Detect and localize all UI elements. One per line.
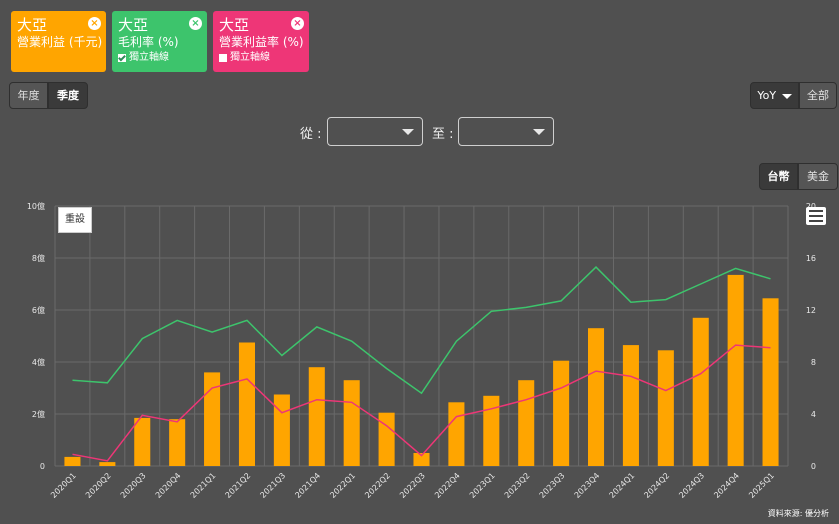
right-tick-label: 20 — [806, 202, 816, 211]
bar[interactable] — [134, 417, 151, 466]
left-axis: 0 2億 4億 6億 8億 10億 — [27, 201, 45, 471]
series-line[interactable] — [72, 266, 771, 395]
caret-down-icon — [402, 129, 414, 135]
right-tick-label: 12 — [806, 306, 816, 315]
card-metric: 毛利率 (%) — [118, 35, 179, 49]
card-metric: 營業利益 (千元) — [17, 35, 103, 49]
currency-twd[interactable]: 台幣 — [759, 163, 798, 190]
yoy-dropdown-label: YoY — [757, 89, 777, 102]
x-tick-label: 2021Q4 — [293, 471, 322, 500]
currency-usd[interactable]: 美金 — [798, 163, 838, 190]
from-select[interactable] — [327, 117, 423, 146]
x-axis: 2020Q1 2020Q2 2020Q3 2020Q4 2021Q1 2021Q2 2021… — [49, 471, 776, 500]
caret-down-icon — [533, 129, 545, 135]
metric-card-operating-margin[interactable]: 大亞 營業利益率 (%) 獨立軸線 × — [213, 11, 309, 72]
checkbox-label: 獨立軸線 — [230, 52, 270, 63]
metric-card-operating-income[interactable]: 大亞 營業利益 (千元) × — [11, 11, 106, 72]
x-tick-label: 2020Q3 — [119, 471, 148, 500]
bar[interactable] — [518, 380, 535, 466]
to-label: 至 : — [432, 127, 454, 142]
x-tick-label: 2024Q3 — [677, 471, 706, 500]
left-tick-label: 10億 — [27, 201, 45, 211]
right-axis: 0 4 8 12 16 20 — [806, 202, 816, 471]
series-line[interactable] — [72, 344, 771, 462]
to-select[interactable] — [458, 117, 554, 146]
x-tick-label: 2022Q4 — [433, 471, 462, 500]
bar[interactable] — [448, 402, 465, 466]
close-icon[interactable]: × — [189, 17, 202, 30]
right-tick-label: 8 — [811, 358, 816, 367]
left-tick-label: 6億 — [32, 305, 45, 315]
bar[interactable] — [238, 342, 256, 467]
reset-button[interactable]: 重設 — [58, 207, 92, 233]
x-tick-label: 2025Q1 — [747, 471, 776, 500]
reset-label: 重設 — [65, 214, 85, 225]
bar[interactable] — [378, 412, 395, 466]
bar[interactable] — [483, 395, 500, 466]
x-tick-label: 2022Q1 — [328, 471, 357, 500]
x-tick-label: 2020Q4 — [154, 471, 183, 500]
bar[interactable] — [64, 456, 81, 466]
checkbox-icon[interactable] — [118, 54, 126, 62]
right-tick-label: 4 — [811, 410, 816, 419]
bar[interactable] — [692, 317, 709, 466]
card-company: 大亞 — [17, 16, 48, 34]
bar[interactable] — [99, 462, 116, 466]
x-tick-label: 2021Q1 — [189, 471, 218, 500]
x-tick-label: 2022Q3 — [398, 471, 427, 500]
x-tick-label: 2023Q4 — [573, 471, 602, 500]
x-tick-label: 2020Q2 — [84, 471, 113, 500]
x-tick-label: 2023Q1 — [468, 471, 497, 500]
close-icon[interactable]: × — [88, 17, 101, 30]
line-series — [72, 266, 771, 462]
checkbox-label: 獨立軸線 — [129, 52, 169, 63]
right-tick-label: 16 — [806, 254, 816, 263]
x-tick-label: 2021Q3 — [258, 471, 287, 500]
card-company: 大亞 — [219, 16, 250, 34]
all-button[interactable]: 全部 — [799, 82, 837, 109]
bar[interactable] — [204, 372, 221, 466]
independent-axis-checkbox[interactable]: 獨立軸線 — [118, 51, 201, 65]
left-tick-label: 4億 — [32, 357, 45, 367]
x-tick-label: 2020Q1 — [49, 471, 78, 500]
menu-icon[interactable] — [806, 207, 826, 225]
checkbox-icon[interactable] — [219, 54, 227, 62]
bar[interactable] — [762, 298, 779, 466]
left-tick-label: 8億 — [32, 253, 45, 263]
bar[interactable] — [343, 380, 360, 466]
independent-axis-checkbox[interactable]: 獨立軸線 — [219, 51, 303, 65]
tab-quarterly[interactable]: 季度 — [48, 82, 88, 109]
x-tick-label: 2023Q3 — [538, 471, 567, 500]
from-label: 從 : — [300, 127, 322, 142]
x-tick-label: 2024Q1 — [608, 471, 637, 500]
left-tick-label: 0 — [40, 462, 45, 471]
bar-series — [64, 274, 779, 467]
left-tick-label: 2億 — [32, 409, 45, 419]
bar[interactable] — [553, 360, 570, 466]
bar[interactable] — [273, 394, 290, 467]
bar[interactable] — [622, 345, 639, 466]
caret-down-icon — [781, 93, 792, 99]
x-tick-label: 2021Q2 — [224, 471, 253, 500]
x-tick-label: 2024Q4 — [712, 471, 741, 500]
x-tick-label: 2022Q2 — [363, 471, 392, 500]
bar[interactable] — [169, 419, 186, 466]
right-tick-label: 0 — [811, 462, 816, 471]
metric-card-gross-margin[interactable]: 大亞 毛利率 (%) 獨立軸線 × — [112, 11, 207, 72]
bar[interactable] — [308, 367, 325, 466]
chart-grid — [54, 205, 789, 467]
yoy-dropdown[interactable]: YoY — [750, 82, 799, 109]
bar[interactable] — [727, 274, 744, 466]
x-tick-label: 2023Q2 — [503, 471, 532, 500]
close-icon[interactable]: × — [291, 17, 304, 30]
tab-annual[interactable]: 年度 — [9, 82, 48, 109]
card-metric: 營業利益率 (%) — [219, 35, 304, 49]
x-tick-label: 2024Q2 — [642, 471, 671, 500]
card-company: 大亞 — [118, 16, 149, 34]
bar[interactable] — [657, 350, 674, 466]
source-credit: 資料來源: 優分析 — [767, 509, 829, 518]
bar[interactable] — [413, 453, 430, 466]
bar[interactable] — [587, 328, 605, 466]
